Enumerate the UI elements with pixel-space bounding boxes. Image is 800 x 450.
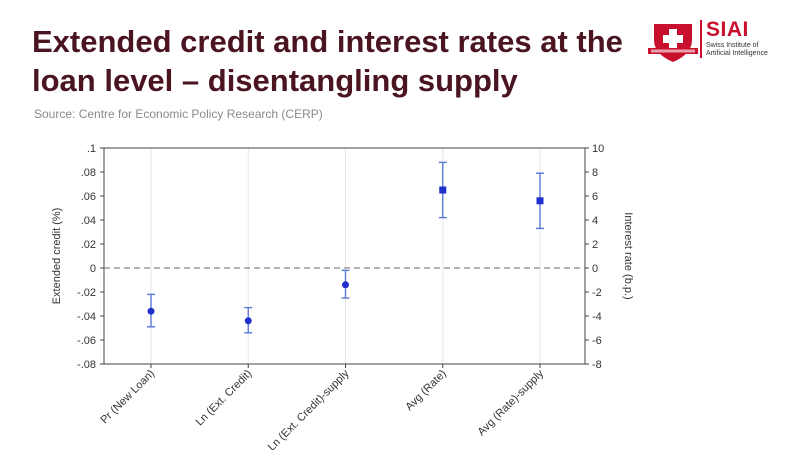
y-right-axis-label: Interest rate (b.p.) — [622, 212, 634, 299]
data-point — [147, 307, 155, 315]
left-tick-label: .06 — [81, 191, 96, 203]
x-tick-label: Avg (Rate) — [403, 368, 449, 414]
x-tick-label: Pr (New Loan) — [98, 368, 157, 427]
left-tick-label: -.04 — [77, 311, 96, 323]
data-point — [439, 186, 447, 194]
data-point — [342, 281, 349, 289]
data-point — [536, 197, 544, 205]
logo-sub-1: Swiss Institute of — [706, 42, 759, 49]
right-tick-label: 10 — [592, 143, 604, 155]
logo-divider — [700, 20, 702, 58]
siai-logo: SIAI Swiss Institute of Artificial Intel… — [648, 18, 778, 64]
right-tick-label: 2 — [592, 239, 598, 251]
title-line-2: loan level – disentangling supply — [32, 63, 518, 98]
y-left-axis-label: Extended credit (%) — [51, 208, 63, 305]
left-tick-label: .04 — [81, 215, 96, 227]
left-tick-label: -.02 — [77, 287, 96, 299]
left-tick-label: .1 — [87, 143, 96, 155]
right-tick-label: 0 — [592, 263, 598, 275]
logo-sub-2: Artificial Intelligence — [706, 50, 768, 57]
data-point — [244, 317, 252, 325]
logo-text: SIAI Swiss Institute of Artificial Intel… — [706, 18, 768, 58]
left-tick-label: .08 — [81, 167, 96, 179]
right-tick-label: 8 — [592, 167, 598, 179]
x-tick-label: Avg (Rate)-supply — [476, 367, 547, 438]
logo-name: SIAI — [706, 18, 749, 41]
chart-title: Extended credit and interest rates at th… — [32, 22, 632, 100]
x-tick-label: Ln (Ext. Credit) — [194, 368, 255, 429]
plot-frame — [103, 147, 586, 365]
right-tick-label: -4 — [592, 311, 602, 323]
left-tick-label: .02 — [81, 239, 96, 251]
left-tick-label: -.06 — [77, 335, 96, 347]
x-tick-label: Ln (Ext. Credit)-supply — [266, 367, 352, 450]
right-tick-label: -6 — [592, 335, 602, 347]
right-tick-label: -2 — [592, 287, 602, 299]
left-tick-label: -.08 — [77, 359, 96, 371]
title-line-1: Extended credit and interest rates at th… — [32, 24, 623, 59]
right-tick-label: -8 — [592, 359, 602, 371]
shield-icon — [648, 24, 698, 62]
right-tick-label: 4 — [592, 215, 598, 227]
left-tick-label: 0 — [90, 263, 96, 275]
right-tick-label: 6 — [592, 191, 598, 203]
source-note: Source: Centre for Economic Policy Resea… — [34, 107, 323, 121]
